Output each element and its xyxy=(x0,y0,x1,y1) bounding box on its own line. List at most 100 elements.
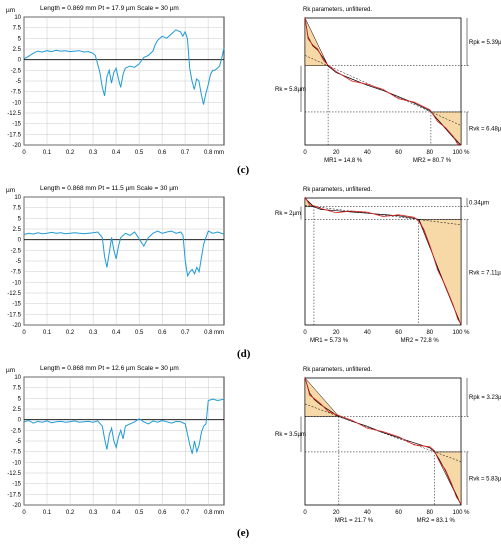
bearing-x-tick-label: 100 % xyxy=(452,510,470,516)
bearing-x-tick-label: 0 xyxy=(303,510,307,516)
profile-series xyxy=(23,29,225,105)
y-tick-label: 5 xyxy=(18,396,22,402)
y-tick-label: -12.5 xyxy=(7,471,21,477)
x-tick-label: 0.2 xyxy=(66,150,75,156)
bearing-x-tick-label: 60 xyxy=(395,150,402,156)
bearing-x-tick-label: 20 xyxy=(333,510,340,516)
bearing-frame xyxy=(304,17,462,146)
x-tick-label: 0.4 xyxy=(112,510,121,516)
bearing-x-tick-label: 40 xyxy=(364,510,371,516)
bearing-curve xyxy=(304,17,462,146)
x-tick-label: 0.2 xyxy=(66,510,75,516)
y-tick-label: -15 xyxy=(12,122,21,128)
mr1-label: MR1 = 14.8 % xyxy=(324,158,363,164)
x-tick-label: 0.7 xyxy=(181,510,190,516)
y-tick-label: -7.5 xyxy=(11,90,22,96)
y-tick-label: -2.5 xyxy=(11,248,22,254)
mr1-label: MR1 = 21.7 % xyxy=(335,518,374,524)
bearing-frame xyxy=(304,377,462,506)
x-axis-unit: mm xyxy=(214,150,224,156)
bearing-x-tick-label: 60 xyxy=(395,330,402,336)
rpk-label: Rpk = 3.23µm xyxy=(469,395,501,401)
chart-header: Length = 0.868 mm Pt = 12.6 µm Scale = 3… xyxy=(40,365,179,372)
profile-series xyxy=(23,398,225,454)
y-tick-label: -5 xyxy=(16,79,22,85)
x-tick-label: 0.1 xyxy=(43,150,52,156)
y-tick-label: 7.5 xyxy=(13,206,22,212)
bearing-x-tick-label: 40 xyxy=(364,150,371,156)
y-axis-unit: µm xyxy=(6,7,15,14)
bearing-x-tick-label: 20 xyxy=(333,150,340,156)
x-tick-label: 0.3 xyxy=(89,510,98,516)
bearing-x-tick-label: 80 xyxy=(426,150,433,156)
y-tick-label: -10 xyxy=(12,280,21,286)
y-tick-label: -17.5 xyxy=(7,492,21,498)
x-axis-unit: mm xyxy=(214,510,224,516)
y-tick-label: -20 xyxy=(12,503,21,509)
y-tick-label: -10 xyxy=(12,460,21,466)
bearing-measured-curve xyxy=(304,376,462,505)
y-tick-label: 2.5 xyxy=(13,47,22,53)
rpk-label: Rpk = 5.39µm xyxy=(469,40,501,46)
bearing-curve xyxy=(304,377,462,506)
y-tick-label: -17.5 xyxy=(7,312,21,318)
x-tick-label: 0.7 xyxy=(181,150,190,156)
x-tick-label: 0.3 xyxy=(89,150,98,156)
bearing-title: Rk parameters, unfiltered. xyxy=(303,187,372,193)
panel-label-c: (c) xyxy=(237,164,250,176)
profile-chart-c: Length = 0.869 mm Pt = 17.9 µm Scale = 3… xyxy=(6,5,225,156)
bearing-chart-e: Rk parameters, unfiltered. 0 20 40 60 80 100 %… xyxy=(275,367,501,524)
x-tick-label: 0 xyxy=(22,510,26,516)
y-tick-label: -7.5 xyxy=(11,450,22,456)
bearing-x-tick-label: 80 xyxy=(426,330,433,336)
x-tick-label: 0.5 xyxy=(135,510,144,516)
y-tick-label: -5 xyxy=(16,259,22,265)
x-tick-label: 0.1 xyxy=(43,330,52,336)
y-tick-label: 10 xyxy=(14,195,21,201)
bearing-x-tick-label: 60 xyxy=(395,510,402,516)
x-tick-label: 0.4 xyxy=(112,150,121,156)
y-tick-label: -12.5 xyxy=(7,111,21,117)
x-tick-label: 0 xyxy=(22,150,26,156)
x-tick-label: 0.6 xyxy=(158,150,167,156)
profile-chart-e: Length = 0.868 mm Pt = 12.6 µm Scale = 3… xyxy=(6,365,225,516)
profile-chart-d: Length = 0.868 mm Pt = 11.5 µm Scale = 3… xyxy=(6,185,225,336)
rvk-label: Rvk = 7.11µm xyxy=(469,270,501,276)
bearing-chart-d: Rk parameters, unfiltered. 0 20 40 60 80 100 %… xyxy=(275,187,501,344)
y-tick-label: 7.5 xyxy=(13,386,22,392)
x-tick-label: 0.5 xyxy=(135,330,144,336)
bearing-title: Rk parameters, unfiltered. xyxy=(303,7,372,13)
rvk-label: Rvk = 6.48µm xyxy=(469,126,501,132)
x-tick-label: 0.7 xyxy=(181,330,190,336)
mr2-label: MR2 = 83.1 % xyxy=(417,518,456,524)
panel-label-d: (d) xyxy=(237,348,251,360)
peak-area xyxy=(304,377,340,417)
bearing-x-tick-label: 0 xyxy=(303,330,307,336)
equivalent-line xyxy=(304,205,462,226)
x-tick-label: 0.2 xyxy=(66,330,75,336)
rk-label: Rk = 2µm xyxy=(275,211,301,217)
x-tick-label: 0.4 xyxy=(112,330,121,336)
rvk-label: Rvk = 5.83µm xyxy=(469,476,501,482)
bearing-x-tick-label: 100 % xyxy=(452,150,470,156)
x-tick-label: 0.1 xyxy=(43,510,52,516)
bearing-x-tick-label: 0 xyxy=(303,150,307,156)
y-tick-label: -10 xyxy=(12,100,21,106)
y-axis-unit: µm xyxy=(6,367,15,374)
y-tick-label: 5 xyxy=(18,36,22,42)
y-tick-label: 10 xyxy=(14,15,21,21)
valley-area xyxy=(434,451,462,506)
profile-series xyxy=(23,230,225,278)
chart-header: Length = 0.869 mm Pt = 17.9 µm Scale = 3… xyxy=(40,5,179,12)
y-tick-label: 2.5 xyxy=(13,407,22,413)
x-tick-label: 0.5 xyxy=(135,150,144,156)
peak-area xyxy=(304,17,329,67)
x-tick-label: 0.8 xyxy=(204,330,213,336)
y-tick-label: 5 xyxy=(18,216,22,222)
bearing-measured-curve xyxy=(304,16,462,145)
x-tick-label: 0 xyxy=(22,330,26,336)
rk-label: Rk = 3.5µm xyxy=(275,432,306,438)
chart-header: Length = 0.868 mm Pt = 11.5 µm Scale = 3… xyxy=(40,185,178,192)
rpk-label: 0.34µm xyxy=(469,200,489,206)
bearing-x-tick-label: 20 xyxy=(333,330,340,336)
